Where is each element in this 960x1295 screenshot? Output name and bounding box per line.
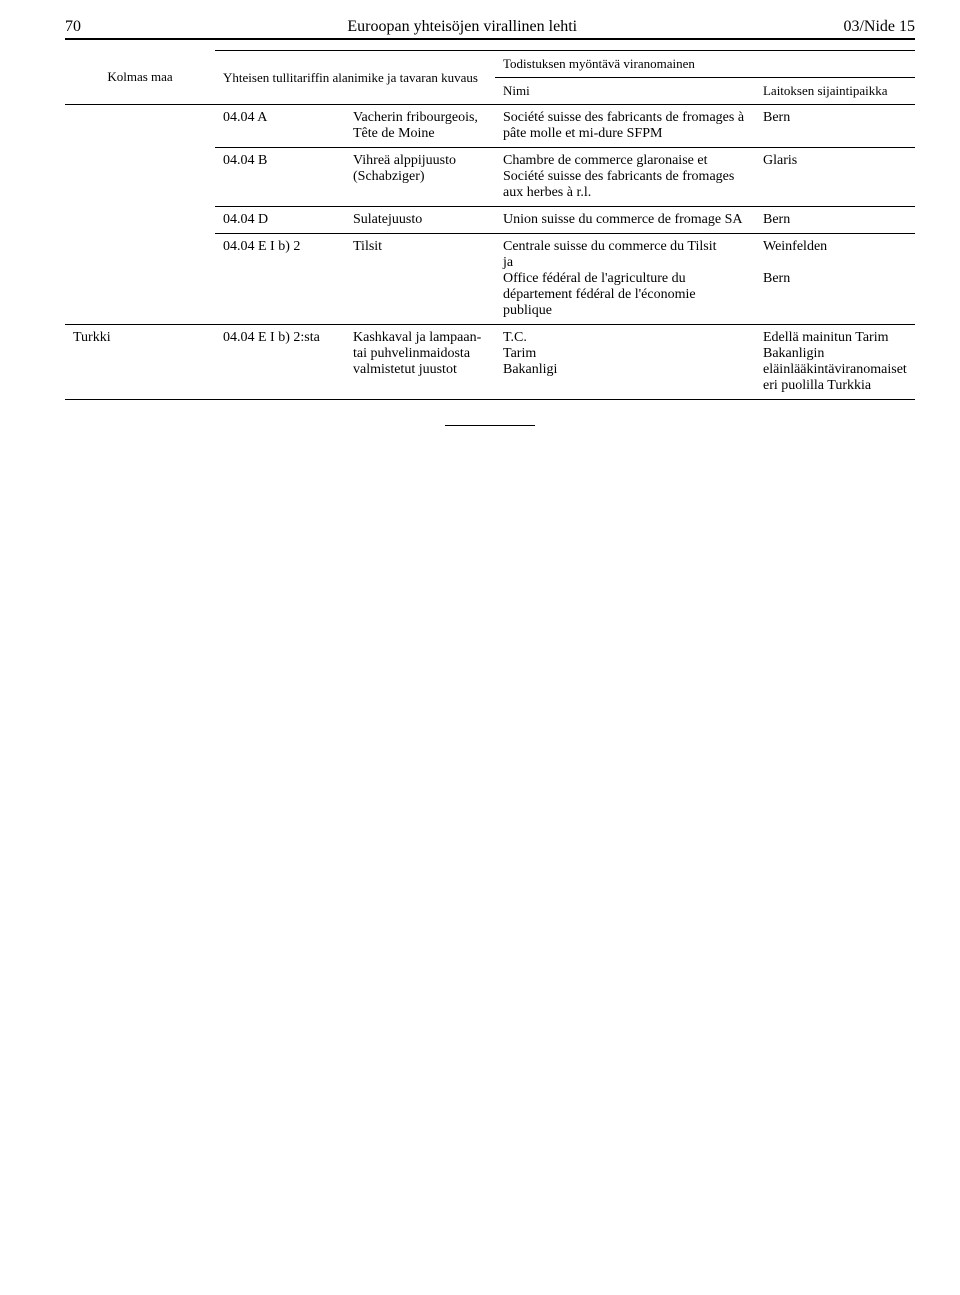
end-rule: [445, 425, 535, 426]
cell-nimi: Centrale suisse du commerce du Tilsit ja…: [495, 234, 755, 325]
cell-place: Weinfelden Bern: [755, 234, 915, 325]
page-number: 70: [65, 18, 81, 36]
cell-code: 04.04 A: [215, 105, 345, 148]
cell-code: 04.04 B: [215, 148, 345, 207]
cell-country: Turkki: [65, 325, 215, 400]
cell-desc: Vacherin fribourgeois, Tête de Moine: [345, 105, 495, 148]
cell-desc: Tilsit: [345, 234, 495, 325]
cell-place: Bern: [755, 207, 915, 234]
volume-label: 03/Nide 15: [843, 18, 915, 36]
cell-code: 04.04 E I b) 2:sta: [215, 325, 345, 400]
cell-country: [65, 105, 215, 148]
cell-country: [65, 234, 215, 325]
table-row: 04.04 E I b) 2 Tilsit Centrale suisse du…: [65, 234, 915, 325]
cell-code: 04.04 E I b) 2: [215, 234, 345, 325]
cell-nimi: Chambre de commerce glaronaise et Sociét…: [495, 148, 755, 207]
col-authority-header: Todistuksen myöntävä viranomainen: [495, 51, 915, 78]
cell-country: [65, 148, 215, 207]
cell-desc: Sulatejuusto: [345, 207, 495, 234]
cell-nimi: T.C. Tarim Bakanligi: [495, 325, 755, 400]
table-header-row-1: Kolmas maa Yhteisen tullitariffin alanim…: [65, 51, 915, 78]
journal-title: Euroopan yhteisöjen virallinen lehti: [81, 18, 843, 36]
cheese-authority-table: Kolmas maa Yhteisen tullitariffin alanim…: [65, 50, 915, 400]
cell-place: Bern: [755, 105, 915, 148]
table-row: 04.04 B Vihreä alppijuusto (Schabziger) …: [65, 148, 915, 207]
cell-nimi: Société suisse des fabricants de fromage…: [495, 105, 755, 148]
cell-place: Glaris: [755, 148, 915, 207]
cell-country: [65, 207, 215, 234]
col-country-header: Kolmas maa: [65, 51, 215, 105]
page-container: 70 Euroopan yhteisöjen virallinen lehti …: [0, 0, 960, 426]
table-row: 04.04 D Sulatejuusto Union suisse du com…: [65, 207, 915, 234]
cell-desc: Kashkaval ja lampaan- tai puhvelinmaidos…: [345, 325, 495, 400]
table-row: Turkki 04.04 E I b) 2:sta Kashkaval ja l…: [65, 325, 915, 400]
cell-nimi: Union suisse du commerce de fromage SA: [495, 207, 755, 234]
cell-code: 04.04 D: [215, 207, 345, 234]
cell-place: Edellä mainitun Tarim Bakanligin eläinlä…: [755, 325, 915, 400]
cell-desc: Vihreä alppijuusto (Schabziger): [345, 148, 495, 207]
col-tariff-header: Yhteisen tullitariffin alanimike ja tava…: [215, 51, 495, 105]
table-row: 04.04 A Vacherin fribourgeois, Tête de M…: [65, 105, 915, 148]
col-name-header: Nimi: [495, 78, 755, 105]
page-header: 70 Euroopan yhteisöjen virallinen lehti …: [65, 18, 915, 40]
col-place-header: Laitoksen sijaintipaikka: [755, 78, 915, 105]
